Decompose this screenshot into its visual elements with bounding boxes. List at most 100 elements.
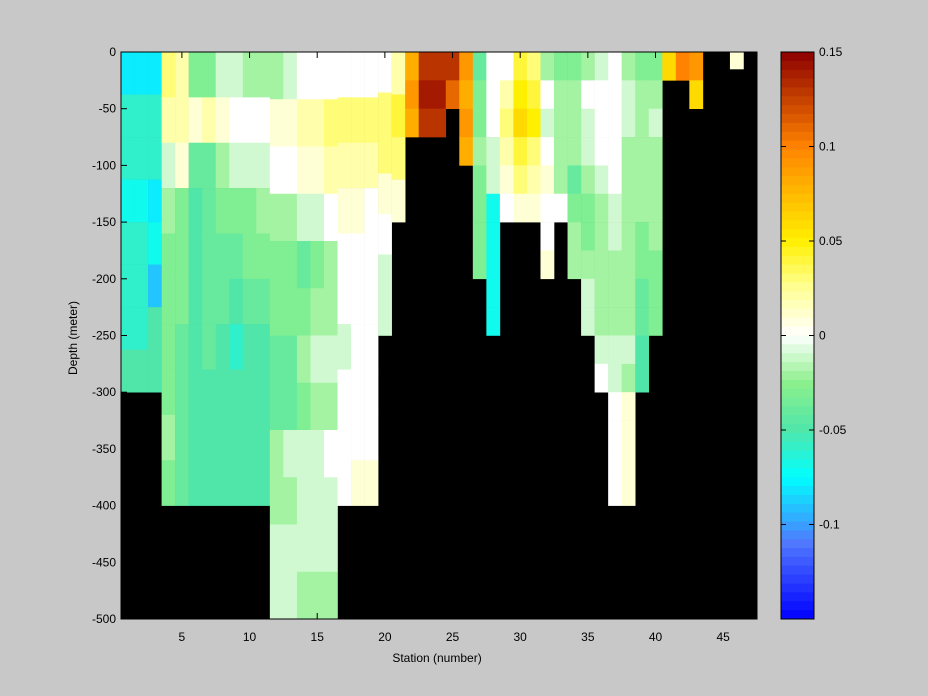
heatmap-cell: [296, 99, 311, 147]
colorbar-swatch: [781, 601, 814, 611]
colorbar-tick-label: -0.05: [819, 423, 847, 437]
heatmap-cell: [242, 97, 257, 144]
heatmap-cell: [188, 460, 203, 506]
heatmap-cell: [621, 335, 636, 365]
heatmap-cell: [445, 52, 460, 81]
heatmap-cell: [486, 80, 501, 109]
heatmap-cell: [608, 108, 622, 138]
x-tick-label: 5: [179, 630, 186, 644]
heatmap-cell: [472, 108, 487, 138]
heatmap-cell: [351, 52, 365, 98]
heatmap-cell: [229, 369, 244, 416]
heatmap-cell: [283, 382, 298, 431]
heatmap-cell: [472, 80, 487, 109]
heatmap-cell: [337, 460, 352, 506]
x-tick-label: 25: [446, 630, 460, 644]
heatmap-cell: [229, 414, 244, 461]
heatmap-cell: [175, 52, 189, 98]
heatmap-cell: [581, 193, 595, 223]
heatmap-cell: [296, 524, 311, 573]
heatmap-cell: [296, 335, 311, 384]
heatmap-cell: [594, 137, 609, 166]
heatmap-cell: [418, 108, 433, 138]
heatmap-cell: [581, 307, 595, 336]
heatmap-cell: [621, 222, 636, 251]
heatmap-cell: [675, 52, 690, 81]
heatmap-cell: [594, 165, 609, 195]
heatmap-cell: [175, 188, 189, 234]
heatmap-cell: [635, 335, 650, 365]
heatmap-cell: [621, 108, 636, 138]
heatmap-cell: [323, 477, 338, 525]
colorbar-swatch: [781, 459, 814, 469]
heatmap-cell: [472, 137, 487, 166]
heatmap-cell: [567, 222, 582, 251]
heatmap-cell: [175, 324, 189, 370]
heatmap-cell: [608, 137, 622, 166]
heatmap-cell: [554, 80, 568, 109]
heatmap-cell: [310, 52, 325, 100]
heatmap-cell: [608, 307, 622, 336]
heatmap-cell: [499, 108, 514, 138]
colorbar-tick-label: 0: [819, 329, 826, 343]
heatmap-cell: [134, 264, 149, 308]
heatmap-cell: [323, 335, 338, 384]
heatmap-cell: [310, 335, 325, 384]
colorbar-swatch: [781, 140, 814, 150]
heatmap-cell: [323, 99, 338, 147]
colorbar-swatch: [781, 441, 814, 452]
heatmap-cell: [215, 460, 230, 506]
heatmap-cell: [215, 97, 230, 144]
heatmap-cell: [256, 369, 271, 416]
heatmap-cell: [567, 80, 582, 109]
heatmap-cell: [459, 52, 474, 81]
heatmap-cell: [608, 477, 622, 506]
heatmap-cell: [121, 94, 135, 138]
heatmap-cell: [581, 137, 595, 166]
colorbar-swatch: [781, 211, 814, 221]
heatmap-cell: [215, 233, 230, 280]
colorbar-swatch: [781, 370, 814, 381]
colorbar-swatch: [781, 379, 814, 390]
colorbar-swatch: [781, 406, 814, 416]
heatmap-cell: [621, 448, 636, 478]
heatmap-cell: [337, 278, 352, 325]
heatmap-cell: [581, 278, 595, 308]
heatmap-cell: [256, 414, 271, 461]
colorbar-swatch: [781, 255, 814, 266]
heatmap-cell: [499, 165, 514, 195]
colorbar-swatch: [781, 229, 814, 239]
colorbar-swatch: [781, 397, 814, 407]
heatmap-cell: [215, 324, 230, 370]
colorbar-swatch: [781, 592, 814, 602]
heatmap-cell: [567, 52, 582, 81]
heatmap-cell: [175, 233, 189, 280]
heatmap-cell: [256, 278, 271, 325]
colorbar-ticks: 0.15 0.1 0.05 0 -0.05 -0.1: [781, 45, 847, 532]
heatmap-cell: [621, 250, 636, 280]
heatmap-cell: [378, 133, 392, 174]
heatmap-cell: [499, 52, 514, 81]
heatmap-cell: [554, 165, 568, 195]
heatmap-cell: [337, 188, 352, 234]
heatmap-cell: [648, 80, 663, 109]
heatmap-cell: [242, 324, 257, 370]
x-tick-label: 35: [581, 630, 595, 644]
heatmap-cell: [310, 382, 325, 431]
heatmap-cell: [202, 142, 217, 189]
heatmap-cell: [662, 52, 677, 81]
heatmap-cell: [283, 335, 298, 384]
colorbar-tick-label: 0.1: [819, 140, 836, 154]
heatmap-cell: [161, 188, 176, 234]
heatmap-cell: [161, 324, 176, 370]
heatmap-cell: [229, 188, 244, 234]
heatmap-cell: [418, 52, 433, 81]
heatmap-cell: [121, 264, 135, 308]
heatmap-cell: [648, 222, 663, 251]
heatmap-cell: [175, 97, 189, 144]
heatmap-cell: [540, 108, 555, 138]
heatmap-cell: [729, 52, 744, 70]
colorbar: [781, 52, 814, 620]
heatmap-cell: [608, 250, 622, 280]
heatmap-cell: [513, 108, 528, 138]
